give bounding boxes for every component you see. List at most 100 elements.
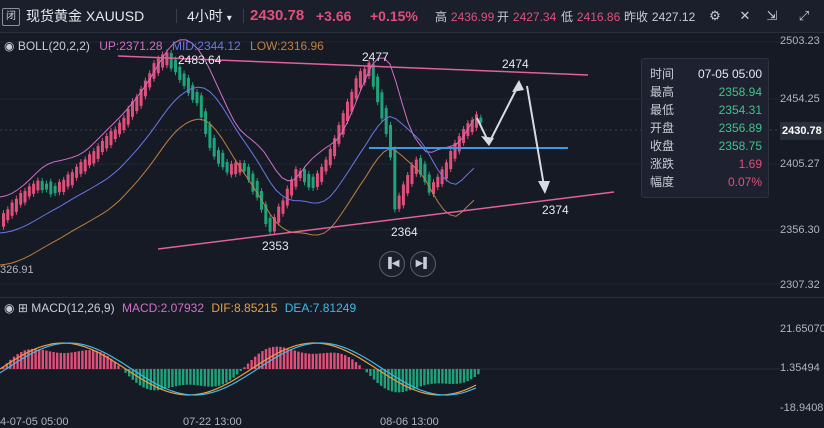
candlestick[interactable] [32, 184, 35, 194]
candlestick[interactable] [191, 85, 194, 100]
candlestick[interactable] [97, 146, 100, 159]
candlestick[interactable] [282, 200, 285, 213]
candlestick[interactable] [71, 172, 74, 185]
candlestick[interactable] [11, 203, 14, 216]
candlestick[interactable] [449, 151, 452, 169]
candlestick[interactable] [36, 180, 39, 190]
add-indicator-icon[interactable]: ⊞ [18, 301, 28, 315]
price-axis-label: 2307.32 [780, 279, 824, 291]
candlestick[interactable] [320, 167, 323, 182]
candlestick[interactable] [84, 159, 87, 171]
candlestick[interactable] [436, 177, 439, 187]
candlestick[interactable] [372, 64, 375, 86]
candlestick[interactable] [226, 162, 229, 172]
candlestick[interactable] [196, 92, 199, 103]
candlestick[interactable] [458, 136, 461, 151]
candlestick[interactable] [359, 71, 362, 87]
candlestick[interactable] [213, 138, 216, 157]
candlestick[interactable] [269, 218, 272, 232]
candlestick[interactable] [230, 164, 233, 175]
projection-up-arrow[interactable] [477, 84, 519, 143]
candlestick[interactable] [174, 60, 177, 73]
candlestick[interactable] [88, 154, 91, 165]
candlestick[interactable] [170, 53, 173, 68]
candlestick[interactable] [183, 74, 186, 86]
projection-down-arrow[interactable] [527, 86, 544, 186]
macd-bar [81, 351, 83, 369]
macd-bar [333, 353, 335, 369]
candlestick[interactable] [406, 175, 409, 193]
macd-bar [196, 369, 198, 385]
candlestick[interactable] [127, 109, 130, 125]
candlestick[interactable] [208, 124, 211, 148]
candlestick[interactable] [217, 150, 220, 163]
candlestick[interactable] [178, 67, 181, 80]
candlestick[interactable] [58, 182, 61, 192]
candlestick[interactable] [393, 149, 396, 209]
macd-bar [304, 353, 306, 369]
time-axis-label: 4-07-05 05:00 [0, 416, 69, 428]
candlestick[interactable] [234, 163, 237, 175]
candlestick[interactable] [144, 81, 147, 97]
candlestick[interactable] [325, 160, 328, 172]
panel-divider[interactable] [0, 297, 824, 298]
candlestick[interactable] [41, 181, 44, 190]
candlestick[interactable] [428, 175, 431, 193]
candlestick[interactable] [54, 186, 57, 193]
candlestick[interactable] [62, 180, 65, 192]
candlestick[interactable] [355, 78, 358, 98]
candlestick[interactable] [346, 102, 349, 121]
macd-legend[interactable]: ◉ ⊞ MACD(12,26,9) MACD:2.07932 DIF:8.852… [4, 301, 356, 315]
candlestick[interactable] [110, 131, 113, 145]
candlestick[interactable] [385, 108, 388, 134]
candlestick[interactable] [28, 186, 31, 196]
candlestick[interactable] [45, 184, 48, 190]
candlestick[interactable] [67, 175, 70, 187]
macd-bar [49, 351, 51, 369]
candlestick[interactable] [312, 177, 315, 188]
candlestick[interactable] [122, 118, 125, 130]
candlestick[interactable] [6, 209, 9, 220]
lower-trend-line[interactable] [158, 192, 614, 249]
candlestick[interactable] [118, 123, 121, 135]
candlestick[interactable] [2, 213, 5, 227]
candlestick[interactable] [243, 163, 246, 171]
candlestick[interactable] [19, 193, 22, 205]
candlestick[interactable] [290, 179, 293, 195]
candlestick[interactable] [49, 182, 52, 195]
boll-legend[interactable]: ◉ BOLL(20,2,2) UP:2371.28 MID:2344.12 LO… [4, 39, 324, 53]
candlestick[interactable] [92, 151, 95, 163]
candlestick[interactable] [337, 125, 340, 144]
candlestick[interactable] [15, 199, 18, 212]
candlestick[interactable] [165, 52, 168, 65]
eye-icon[interactable]: ◉ [4, 301, 14, 315]
candlestick[interactable] [389, 125, 392, 157]
eye-icon[interactable]: ◉ [4, 39, 14, 53]
candlestick[interactable] [200, 95, 203, 117]
candlestick[interactable] [24, 191, 27, 202]
candlestick[interactable] [277, 207, 280, 223]
candlestick[interactable] [380, 92, 383, 118]
candlestick[interactable] [307, 174, 310, 187]
candlestick[interactable] [445, 162, 448, 178]
candlestick[interactable] [376, 77, 379, 102]
candlestick[interactable] [316, 173, 319, 187]
macd-bar [243, 367, 245, 369]
scroll-left-button[interactable]: ▐◀ [379, 251, 405, 277]
candlestick[interactable] [398, 196, 401, 209]
candlestick[interactable] [251, 174, 254, 192]
candlestick[interactable] [75, 167, 78, 178]
candlestick[interactable] [411, 165, 414, 184]
candlestick[interactable] [101, 141, 104, 152]
scroll-right-button[interactable]: ▶▌ [410, 251, 436, 277]
candlestick[interactable] [105, 136, 108, 148]
candlestick[interactable] [221, 153, 224, 167]
candlestick[interactable] [329, 149, 332, 165]
candlestick[interactable] [303, 169, 306, 182]
candlestick[interactable] [204, 111, 207, 134]
candlestick[interactable] [402, 184, 405, 205]
candlestick[interactable] [114, 129, 117, 139]
candlestick[interactable] [286, 189, 289, 206]
candlestick[interactable] [415, 160, 418, 174]
candlestick[interactable] [79, 162, 82, 174]
